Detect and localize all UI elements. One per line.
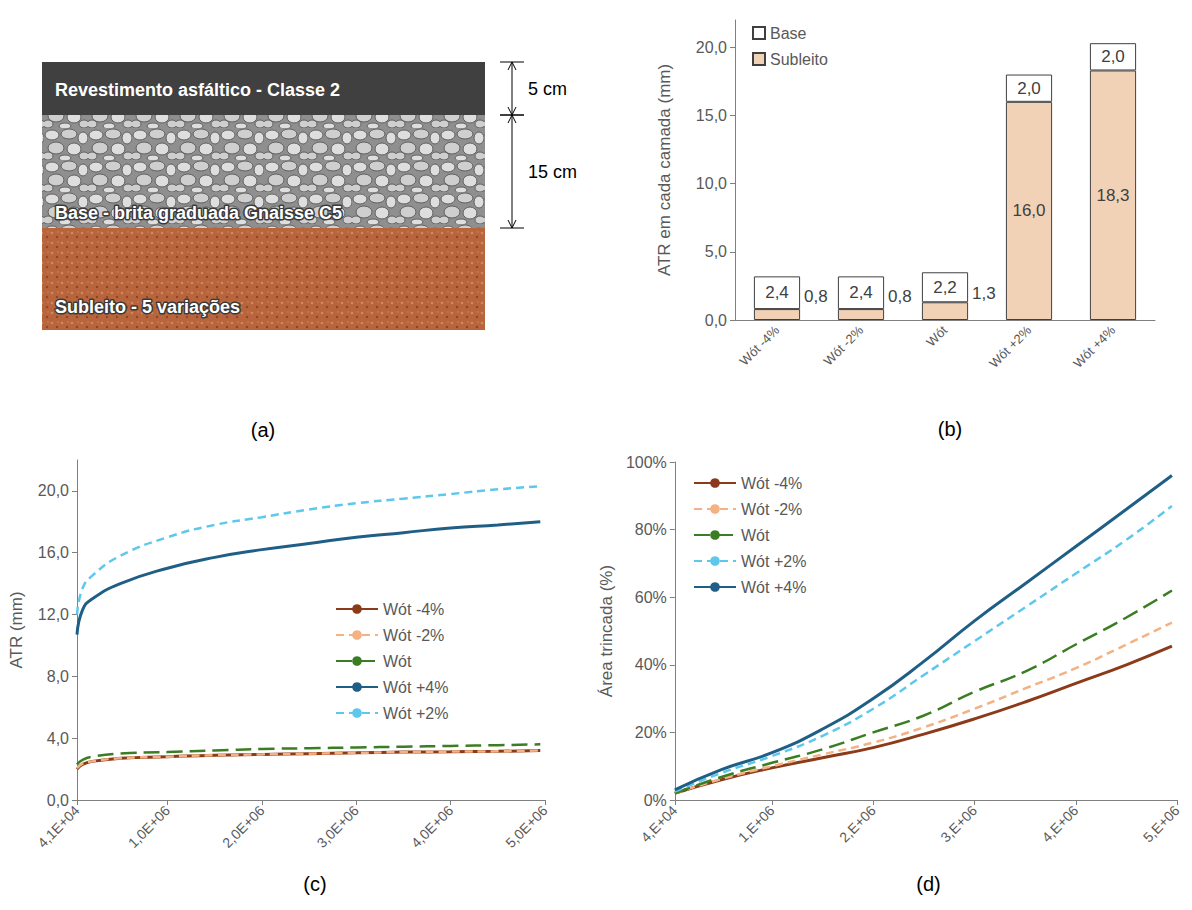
svg-text:Base: Base <box>770 25 807 42</box>
svg-text:Base - brita graduada Gnaisse: Base - brita graduada Gnaisse C5 <box>55 203 342 223</box>
svg-text:(a): (a) <box>251 419 275 441</box>
svg-text:15 cm: 15 cm <box>528 162 577 182</box>
svg-text:Wót: Wót <box>383 653 412 670</box>
svg-text:2,2: 2,2 <box>933 278 957 297</box>
svg-text:100%: 100% <box>626 454 667 471</box>
svg-text:Wót -4%: Wót -4% <box>383 601 444 618</box>
svg-text:15,0: 15,0 <box>696 107 727 124</box>
svg-text:5,0E+06: 5,0E+06 <box>502 802 551 851</box>
svg-text:60%: 60% <box>635 589 667 606</box>
svg-text:(d): (d) <box>916 873 940 895</box>
svg-text:4,E+04: 4,E+04 <box>638 802 681 845</box>
svg-text:20,0: 20,0 <box>696 39 727 56</box>
svg-text:2,4: 2,4 <box>765 283 789 302</box>
svg-text:0,8: 0,8 <box>804 287 828 306</box>
svg-text:Wót -4%: Wót -4% <box>741 475 802 492</box>
svg-text:Wót -2%: Wót -2% <box>820 322 866 368</box>
svg-text:Wót +4%: Wót +4% <box>1070 322 1118 370</box>
svg-text:20%: 20% <box>635 724 667 741</box>
svg-text:ATR em cada camada (mm): ATR em cada camada (mm) <box>655 64 674 276</box>
svg-text:8,0: 8,0 <box>47 668 69 685</box>
svg-text:ATR (mm): ATR (mm) <box>7 591 26 668</box>
svg-text:0,0: 0,0 <box>47 792 69 809</box>
svg-text:Wót -2%: Wót -2% <box>741 501 802 518</box>
svg-text:Wót +2%: Wót +2% <box>986 322 1034 370</box>
svg-text:4,0E+06: 4,0E+06 <box>408 802 457 851</box>
svg-text:Wót: Wót <box>741 527 770 544</box>
svg-text:Wót +4%: Wót +4% <box>383 679 448 696</box>
svg-text:Revestimento asfáltico - Class: Revestimento asfáltico - Classe 2 <box>55 80 340 100</box>
svg-text:0,0: 0,0 <box>705 312 727 329</box>
svg-text:1,E+06: 1,E+06 <box>735 802 778 845</box>
svg-text:5 cm: 5 cm <box>528 79 567 99</box>
svg-text:Subleito - 5 variações: Subleito - 5 variações <box>55 297 240 317</box>
svg-text:12,0: 12,0 <box>38 606 69 623</box>
svg-text:2,4: 2,4 <box>849 283 873 302</box>
svg-text:16,0: 16,0 <box>1012 201 1045 220</box>
svg-text:Subleito: Subleito <box>770 51 828 68</box>
svg-text:16,0: 16,0 <box>38 544 69 561</box>
svg-text:Área trincada (%): Área trincada (%) <box>597 565 616 697</box>
svg-text:2,0E+06: 2,0E+06 <box>219 802 268 851</box>
svg-text:0,8: 0,8 <box>888 287 912 306</box>
svg-text:4,0: 4,0 <box>47 730 69 747</box>
svg-text:1,3: 1,3 <box>972 284 996 303</box>
svg-text:4,E+06: 4,E+06 <box>1038 802 1081 845</box>
svg-text:40%: 40% <box>635 656 667 673</box>
svg-text:Wót +2%: Wót +2% <box>383 705 448 722</box>
svg-text:5,E+06: 5,E+06 <box>1140 802 1183 845</box>
svg-text:(c): (c) <box>303 873 326 895</box>
svg-text:Wót -4%: Wót -4% <box>736 322 782 368</box>
svg-text:10,0: 10,0 <box>696 175 727 192</box>
svg-text:1,0E+06: 1,0E+06 <box>125 802 174 851</box>
svg-text:Wót -2%: Wót -2% <box>383 627 444 644</box>
svg-text:0%: 0% <box>644 792 667 809</box>
svg-text:2,0: 2,0 <box>1017 79 1041 98</box>
svg-text:20,0: 20,0 <box>38 482 69 499</box>
svg-text:(b): (b) <box>938 418 962 440</box>
svg-text:3,0E+06: 3,0E+06 <box>313 802 362 851</box>
svg-text:5,0: 5,0 <box>705 243 727 260</box>
svg-text:4,1E+04: 4,1E+04 <box>34 802 83 851</box>
svg-text:Wót +2%: Wót +2% <box>741 553 806 570</box>
svg-text:Wót: Wót <box>923 322 950 349</box>
svg-text:2,0: 2,0 <box>1101 47 1125 66</box>
svg-text:2,E+06: 2,E+06 <box>836 802 879 845</box>
svg-text:18,3: 18,3 <box>1096 186 1129 205</box>
svg-text:80%: 80% <box>635 521 667 538</box>
svg-text:Wót +4%: Wót +4% <box>741 579 806 596</box>
svg-text:3,E+06: 3,E+06 <box>937 802 980 845</box>
